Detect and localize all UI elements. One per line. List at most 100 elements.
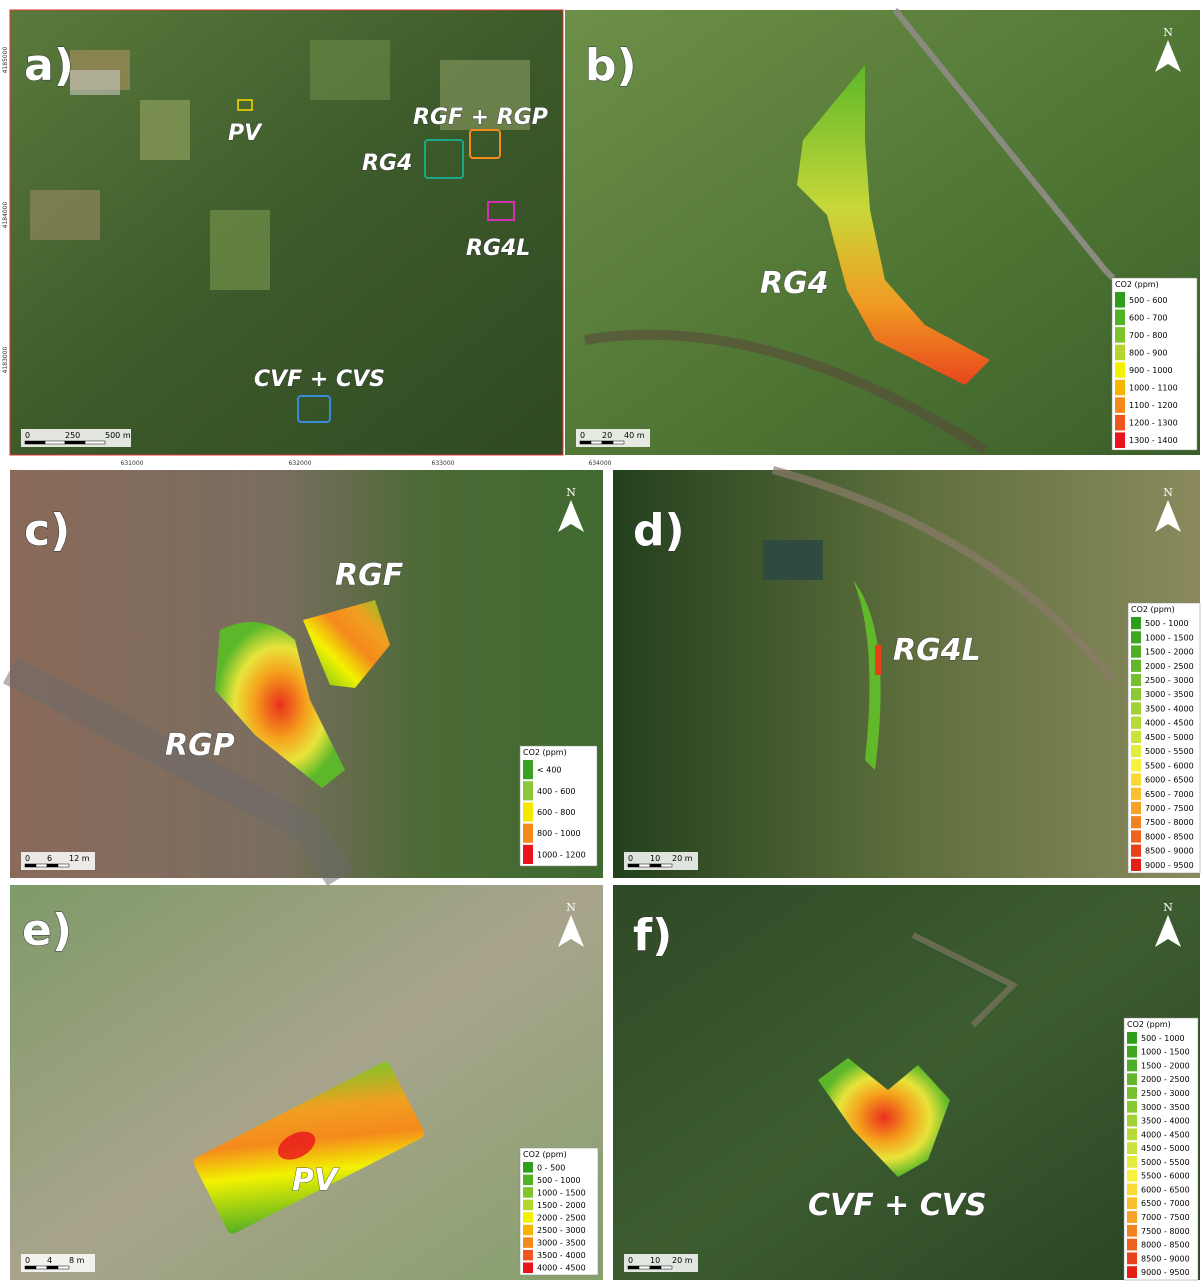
field: [30, 190, 100, 240]
legend-label: 6500 - 7000: [1141, 1199, 1190, 1208]
scale-label: 0: [580, 431, 585, 440]
legend-swatch: [1131, 674, 1141, 686]
legend-swatch: [1127, 1252, 1137, 1264]
legend-label: 2000 - 2500: [1141, 1075, 1190, 1084]
legend-swatch: [1115, 380, 1125, 396]
legend-swatch: [1127, 1115, 1137, 1127]
site-label: CVF + CVS: [808, 1188, 987, 1223]
scale-bar-segment: [58, 864, 69, 867]
north-label: N: [1163, 901, 1173, 914]
legend-swatch: [1127, 1101, 1137, 1113]
legend-label: 1000 - 1500: [1141, 1048, 1190, 1057]
site-label: PV: [228, 121, 263, 146]
legend-label: 3000 - 3500: [1141, 1103, 1190, 1112]
legend-swatch: [1127, 1087, 1137, 1099]
legend-swatch: [1131, 617, 1141, 629]
legend-label: 1500 - 2000: [1145, 648, 1194, 657]
legend-label: 3000 - 3500: [1145, 690, 1194, 699]
scale-bar-segment: [639, 864, 650, 867]
x-coord: 632000: [289, 460, 312, 467]
panel-b: b) RG4: [565, 10, 1200, 455]
hotspot: [875, 645, 881, 675]
legend-label: 6000 - 6500: [1145, 776, 1194, 785]
site-label: RG4: [760, 266, 829, 301]
legend-swatch: [1115, 327, 1125, 343]
panel-letter: a): [24, 40, 74, 91]
legend-label: 400 - 600: [537, 787, 576, 796]
legend-label: 5000 - 5500: [1141, 1158, 1190, 1167]
legend-label: 9000 - 9500: [1145, 861, 1194, 870]
scale-label: 12 m: [69, 854, 90, 863]
legend-swatch: [1131, 788, 1141, 800]
legend-label: 2000 - 2500: [537, 1214, 586, 1223]
scale-bar-segment: [45, 441, 65, 444]
legend-swatch: [1131, 759, 1141, 771]
legend-swatch: [1131, 845, 1141, 857]
scale-bar-segment: [580, 441, 591, 444]
legend-swatch: [1127, 1197, 1137, 1209]
panel-overlay: 0 250 500 m: [21, 429, 131, 447]
legend-label: 800 - 1000: [537, 829, 581, 838]
legend-label: 1000 - 1200: [537, 850, 586, 859]
legend-swatch: [1131, 802, 1141, 814]
scale-bar-segment: [650, 864, 661, 867]
legend-title: CO2 (ppm): [1131, 605, 1175, 614]
legend-swatch: [1115, 310, 1125, 326]
legend-label: 1100 - 1200: [1129, 401, 1178, 410]
legend-label: 5500 - 6000: [1145, 761, 1194, 770]
scale-bar-segment: [25, 864, 36, 867]
scale-label: 500 m: [105, 431, 131, 440]
legend-swatch: [523, 802, 533, 821]
scale-bar-segment: [58, 1266, 69, 1269]
site-label: RGF: [335, 558, 404, 593]
legend-label: 0 - 500: [537, 1163, 565, 1172]
legend-swatch: [1131, 773, 1141, 785]
scale-label: 0: [25, 431, 30, 440]
y-coord: 4184000: [2, 201, 9, 228]
scale-bar-segment: [25, 441, 45, 444]
panel-f: f) CVF + CVS: [613, 885, 1200, 1280]
legend-label: 600 - 700: [1129, 313, 1168, 322]
scale-label: 0: [25, 854, 30, 863]
panel-d: d) RG4L: [613, 470, 1200, 878]
legend-label: 8000 - 8500: [1145, 832, 1194, 841]
legend-swatch: [1127, 1032, 1137, 1044]
figure: a) PV RGF + RGP RG4 RG4L CVF + CVS 41850…: [0, 0, 1203, 1287]
scale-bar-segment: [628, 864, 639, 867]
scale-bar-segment: [661, 1266, 672, 1269]
legend-swatch: [523, 1250, 533, 1261]
panel-letter: d): [633, 505, 685, 556]
field: [140, 100, 190, 160]
legend-swatch: [523, 1175, 533, 1186]
legend-swatch: [523, 1162, 533, 1173]
legend-swatch: [1115, 362, 1125, 378]
legend-label: 4000 - 4500: [1141, 1130, 1190, 1139]
north-label: N: [1163, 26, 1173, 39]
legend-label: 2500 - 3000: [1145, 676, 1194, 685]
scale-bar-segment: [661, 864, 672, 867]
legend-label: < 400: [537, 766, 562, 775]
legend-label: 9000 - 9500: [1141, 1268, 1190, 1277]
legend-swatch: [1131, 731, 1141, 743]
panel-c: c) RGF RGP: [10, 470, 603, 878]
legend-swatch: [1131, 702, 1141, 714]
legend-swatch: [1131, 645, 1141, 657]
legend-label: 1000 - 1100: [1129, 384, 1178, 393]
x-coord: 634000: [589, 460, 612, 467]
legend-title: CO2 (ppm): [1115, 280, 1159, 289]
legend-label: 4500 - 5000: [1141, 1144, 1190, 1153]
scale-bar-segment: [36, 1266, 47, 1269]
legend-label: 8000 - 8500: [1141, 1241, 1190, 1250]
scale-label: 10: [650, 854, 660, 863]
legend-label: 900 - 1000: [1129, 366, 1173, 375]
panel-e: e) PV: [10, 885, 603, 1280]
site-label: RG4L: [466, 236, 530, 261]
scale-label: 20 m: [672, 1256, 693, 1265]
legend-swatch: [1131, 830, 1141, 842]
legend-label: 2500 - 3000: [537, 1226, 586, 1235]
scale-bar-segment: [25, 1266, 36, 1269]
legend-swatch: [523, 1262, 533, 1273]
scale-label: 250: [65, 431, 80, 440]
site-label: RG4: [362, 151, 412, 176]
legend-swatch: [1127, 1184, 1137, 1196]
